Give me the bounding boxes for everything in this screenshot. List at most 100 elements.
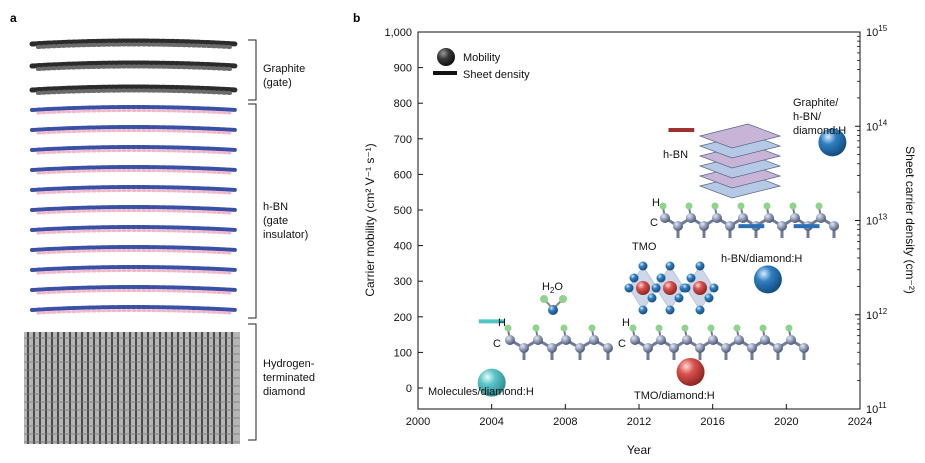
label-graphite-hbn-diamond: Graphite/ h-BN/ diamond:H [793,97,846,137]
atomic-layer [36,88,232,95]
mobility-point [477,368,506,397]
carbon-atom [643,343,653,353]
atomic-layer [36,269,232,275]
label-hbn-diamond: h-BN/diamond:H [721,253,802,265]
x-axis: 2000 2004 2008 2012 2016 2020 2024 [406,404,872,428]
y-tick-label: 200 [394,312,412,324]
y-tick-label: 100 [394,347,412,359]
graphite-label: Graphite (gate) [263,63,308,89]
hydrogen-atom [711,202,719,210]
carbon-atom [505,335,515,345]
c-atom-label-1: C [493,338,501,350]
label-molecules-diamond: Molecules/diamond:H [428,386,534,398]
oxygen-atom [674,293,684,303]
density-bar [738,224,765,229]
carbon-atom [747,343,757,353]
carbon-atom [773,343,783,353]
x-tick-label: 2008 [553,416,577,428]
carbon-atom [695,343,705,353]
metal-atom [663,281,677,295]
right-y-axis: 1011 1012 1013 1014 1015 [855,24,888,416]
layer-brackets [248,39,257,441]
y-tick-label: 500 [394,205,412,217]
hbn-gate-insulator-label: h-BN (gate insulator) [263,201,308,241]
carbon-atom [669,343,679,353]
carbon-atom [764,213,774,223]
carbon-atom [547,343,557,353]
atomic-layer [30,245,238,252]
oxygen-atom [686,273,696,283]
left-y-axis: 0 100 200 300 400 500 600 700 800 900 1,000 [384,27,423,395]
heterostructure-illustration [24,38,240,444]
carbon-atom [721,343,731,353]
atomic-layer [30,165,238,172]
hydrogen-atom [759,324,767,332]
carbon-atom [777,221,787,231]
atomic-layer [36,42,232,49]
carbon-atom [816,213,826,223]
atomic-layer [36,289,232,295]
hydrogen-atom [629,324,637,332]
carbon-atom [603,343,613,353]
hydrogen-atom [789,202,797,210]
carbon-atom [682,335,692,345]
atomic-layer [30,205,238,212]
hydrogen-atom [733,324,741,332]
hydrogen-atom [588,324,596,332]
atomic-layer [36,129,232,135]
carbon-atom [712,213,722,223]
atomic-layer [30,145,238,152]
atomic-layer [36,149,232,155]
oxygen-atom [695,305,705,315]
hydrogen-atom [504,324,512,332]
water-hydrogen [559,295,567,303]
carbon-atom [660,213,670,223]
c-atom-label-3: C [650,217,658,229]
metal-atom [693,281,707,295]
carbon-atom [630,335,640,345]
oxygen-atom [709,283,719,293]
density-bar [793,224,820,229]
oxygen-atom [704,293,714,303]
carbon-atom [686,213,696,223]
left-y-axis-title: Carrier mobility (cm² V⁻¹ s⁻¹) [363,143,377,296]
label-h2o: H2O [542,281,563,295]
x-axis-title: Year [627,443,651,457]
hydrogen-atom [763,202,771,210]
atomic-layer [36,309,232,315]
hydrogen-atom [737,202,745,210]
oxygen-atom [638,261,648,271]
mobility-point [676,357,705,386]
metal-atom [636,281,650,295]
y-tick-label: 900 [394,63,412,75]
carbon-atom [575,343,585,353]
diamond-substrate [24,332,240,444]
mobility-point [753,265,782,294]
water-oxygen [548,305,558,315]
hydrogen-atom [685,202,693,210]
density-bar [478,319,505,324]
legend-mobility-label: Mobility [463,52,501,64]
oxygen-atom [681,283,691,293]
legend-density-marker [433,71,457,75]
carbon-atom [734,335,744,345]
carbon-atom [533,335,543,345]
density-bar [668,128,695,133]
oxygen-atom [656,273,666,283]
x-tick-label: 2012 [627,416,651,428]
carbon-atom [561,335,571,345]
carbon-atom [786,335,796,345]
atomic-layer [30,305,238,312]
atomic-layer [30,285,238,292]
carbon-atom [799,343,809,353]
atomic-layer [30,125,238,132]
atomic-layer [30,105,238,112]
label-hbn: h-BN [663,149,688,161]
y-tick-label: 0 [406,383,412,395]
legend-mobility-marker [437,48,455,66]
hydrogen-atom [655,324,663,332]
hbn-sheet [698,123,782,149]
oxygen-atom [638,305,648,315]
atomic-layer [36,109,232,115]
